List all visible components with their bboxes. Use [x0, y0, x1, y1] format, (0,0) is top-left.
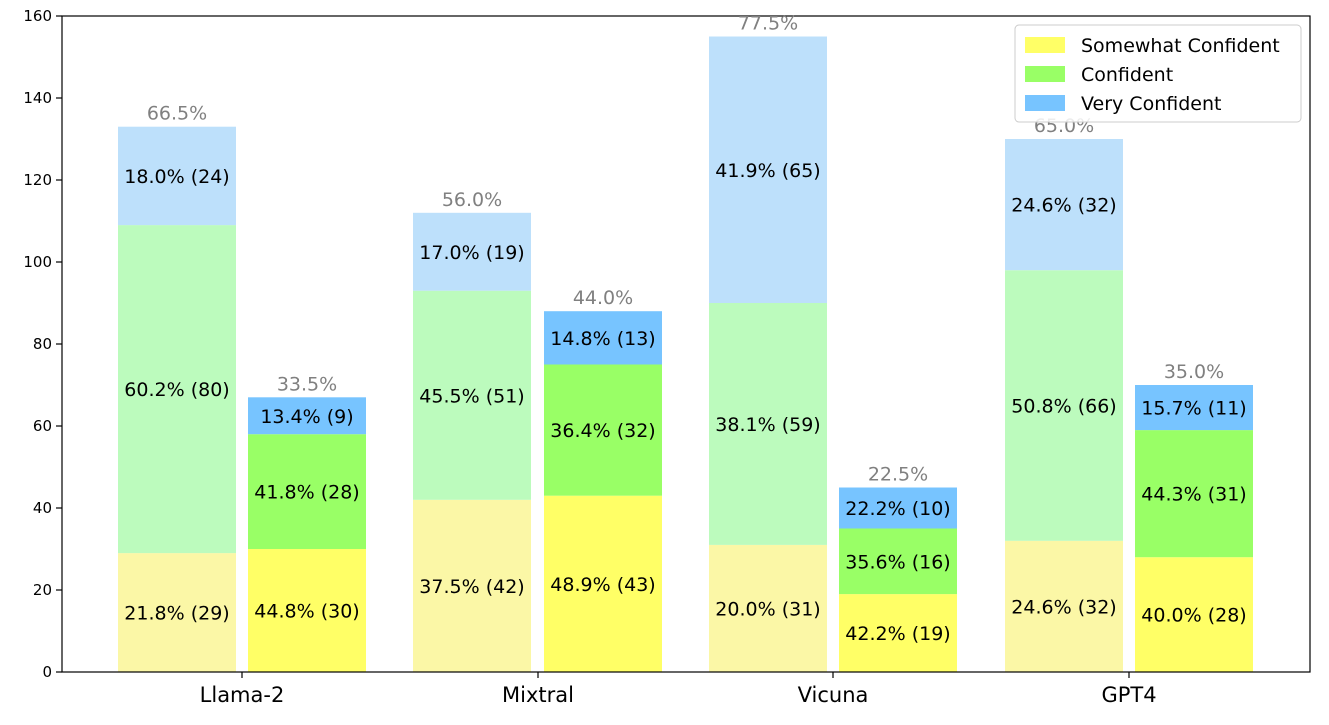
bar-segment-somewhat-confident [1005, 540, 1123, 672]
bars-layer [118, 36, 1253, 672]
bar-segment-very-confident [118, 126, 236, 226]
bar-segment-somewhat-confident [1135, 557, 1253, 672]
segment-data-label: 15.7% (11) [1141, 398, 1246, 420]
segment-data-label: 42.2% (19) [845, 623, 950, 645]
x-tick-label: Vicuna [798, 683, 869, 707]
bar-total-label: 56.0% [442, 189, 502, 211]
labels-layer: 21.8% (29) 60.2% (80) 18.0% (24) 66.5% 44.8%… [124, 13, 1246, 646]
legend-swatch [1025, 66, 1065, 82]
bar-segment-somewhat-confident [709, 544, 827, 672]
x-tick-label: GPT4 [1101, 683, 1156, 707]
y-tick-label: 20 [33, 581, 52, 599]
segment-data-label: 21.8% (29) [124, 603, 229, 625]
legend-label: Confident [1081, 64, 1173, 86]
segment-data-label: 44.8% (30) [254, 601, 359, 623]
bar-segment-very-confident [709, 36, 827, 303]
y-tick-label: 80 [33, 335, 52, 353]
bar-total-label: 44.0% [573, 287, 633, 309]
segment-data-label: 41.8% (28) [254, 482, 359, 504]
y-tick-label: 60 [33, 417, 52, 435]
bar-segment-very-confident [1005, 139, 1123, 271]
y-tick-label: 140 [23, 89, 52, 107]
legend-swatch [1025, 37, 1065, 53]
segment-data-label: 18.0% (24) [124, 166, 229, 188]
bar-total-label: 22.5% [868, 464, 928, 486]
bar-segment-confident [709, 303, 827, 545]
axes-layer: 0 20 40 60 80 100 120 140 160 Llama-2 Mixtral Vicun… [23, 7, 1311, 707]
segment-data-label: 40.0% (28) [1141, 605, 1246, 627]
legend-swatch [1025, 95, 1065, 111]
segment-data-label: 50.8% (66) [1011, 396, 1116, 418]
bar-segment-confident [118, 225, 236, 554]
legend-label: Somewhat Confident [1081, 35, 1280, 57]
legend-label: Very Confident [1081, 93, 1221, 115]
segment-data-label: 38.1% (59) [715, 414, 820, 436]
bar-segment-somewhat-confident [248, 549, 366, 672]
bar-total-label: 77.5% [738, 13, 798, 35]
bar-segment-very-confident [413, 212, 531, 291]
bar-segment-confident [1005, 270, 1123, 541]
bar-total-label: 33.5% [277, 373, 337, 395]
segment-data-label: 20.0% (31) [715, 598, 820, 620]
segment-data-label: 13.4% (9) [260, 406, 353, 428]
bar-segment-somewhat-confident [118, 553, 236, 672]
segment-data-label: 14.8% (13) [550, 328, 655, 350]
bar-segment-confident [544, 364, 662, 496]
segment-data-label: 60.2% (80) [124, 379, 229, 401]
bar-segment-somewhat-confident [413, 499, 531, 672]
y-tick-label: 160 [23, 7, 52, 25]
segment-data-label: 41.9% (65) [715, 160, 820, 182]
y-tick-label: 120 [23, 171, 52, 189]
bar-segment-very-confident [248, 397, 366, 435]
segment-data-label: 22.2% (10) [845, 498, 950, 520]
bar-segment-confident [413, 290, 531, 500]
segment-data-label: 36.4% (32) [550, 420, 655, 442]
bar-segment-very-confident [839, 487, 957, 529]
segment-data-label: 48.9% (43) [550, 574, 655, 596]
bar-segment-very-confident [544, 311, 662, 365]
bar-segment-very-confident [1135, 385, 1253, 431]
legend-box [1014, 24, 1302, 123]
segment-data-label: 35.6% (16) [845, 551, 950, 573]
bar-total-label: 35.0% [1164, 361, 1224, 383]
segment-data-label: 44.3% (31) [1141, 484, 1246, 506]
x-tick-label: Llama-2 [200, 683, 285, 707]
y-tick-label: 100 [23, 253, 52, 271]
segment-data-label: 45.5% (51) [419, 385, 524, 407]
segment-data-label: 37.5% (42) [419, 576, 524, 598]
y-tick-label: 0 [42, 663, 52, 681]
bar-segment-confident [248, 434, 366, 549]
bar-segment-confident [1135, 430, 1253, 558]
bar-segment-somewhat-confident [544, 495, 662, 672]
bar-segment-confident [839, 528, 957, 595]
bar-total-label: 66.5% [147, 103, 207, 125]
segment-data-label: 24.6% (32) [1011, 596, 1116, 618]
legend: Somewhat Confident Confident Very Confiden… [1014, 24, 1302, 123]
segment-data-label: 24.6% (32) [1011, 195, 1116, 217]
y-tick-label: 40 [33, 499, 52, 517]
bar-segment-somewhat-confident [839, 594, 957, 672]
x-tick-label: Mixtral [502, 683, 574, 707]
segment-data-label: 17.0% (19) [419, 242, 524, 264]
